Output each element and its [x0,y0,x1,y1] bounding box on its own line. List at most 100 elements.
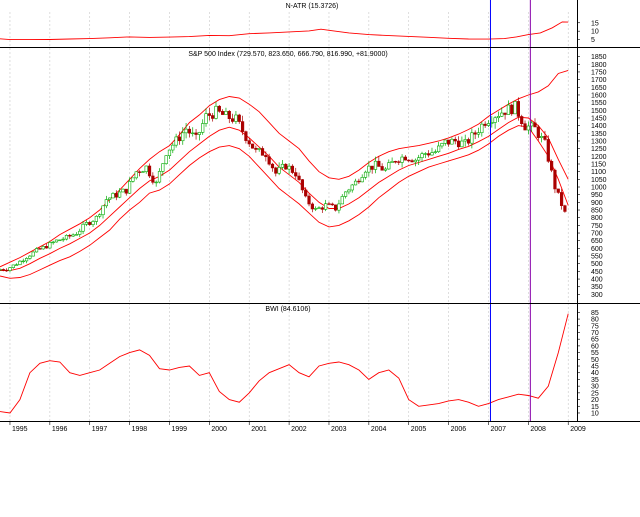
sp500-candle-body-156 [516,101,520,117]
sp500-candle-body-55 [181,132,185,142]
sp500-candle-body-115 [380,166,384,171]
sp500-candle-body-90 [297,175,301,180]
bwi-title: BWI (84.6106) [265,306,310,313]
sp500-candle-body-151 [500,112,504,117]
sp500-ytick-label-22: 1400 [591,123,607,130]
sp500-candle-body-164 [543,136,547,140]
sp500-candle-body-71 [234,114,238,122]
sp500-candle-body-66 [217,105,221,112]
sp500-candle-body-44 [144,165,148,173]
xtick-label-9: 2004 [371,426,387,433]
xtick-label-0: 1995 [12,426,28,433]
sp500-candle-body-59 [194,132,198,135]
sp500-candle-body-12 [38,248,42,250]
sp500-candle-body-103 [340,196,344,205]
sp500-candle-body-0 [0,269,2,271]
sp500-candle-body-97 [320,207,324,210]
sp500-candle-body-166 [550,161,554,171]
sp500-candle-body-87 [287,165,291,170]
sp500-candle-body-63 [207,113,211,116]
sp500-ytick-label-23: 1450 [591,115,607,122]
sp500-candle-body-75 [247,140,251,145]
sp500-candle-body-168 [556,188,560,193]
sp500-ytick-label-21: 1350 [591,131,607,138]
sp500-candle-body-31 [101,205,105,216]
xtick-label-11: 2006 [451,426,467,433]
sp500-candle-body-48 [157,171,162,183]
sp500-ytick-label-27: 1650 [591,85,607,92]
sp500-candle-body-72 [237,114,241,122]
sp500-candle-body-157 [520,116,524,125]
sp500-candle-body-60 [197,132,201,135]
bwi-ytick-label-8: 50 [591,357,599,364]
sp500-candle-body-33 [108,197,112,200]
sp500-candle-body-61 [201,123,205,133]
sp500-ytick-label-18: 1200 [591,154,607,161]
sp500-candle-body-117 [387,162,391,170]
sp500-candle-body-65 [214,105,218,119]
sp500-candle-body-143 [473,132,477,135]
sp500-candle-body-62 [204,113,208,124]
sp500-candle-body-29 [94,215,98,222]
sp500-candle-body-11 [34,248,39,253]
natr-ytick-label-2: 15 [591,20,599,27]
sp500-candle-body-133 [440,143,444,147]
sp500-candle-body-123 [407,159,411,162]
sp500-candle-body-161 [533,122,537,128]
sp500-candle-body-150 [496,116,501,119]
sp500-candle-body-134 [443,139,447,144]
natr-line [0,21,569,41]
sp500-candle-body-79 [260,148,265,156]
bwi-ytick-label-11: 65 [591,337,599,344]
sp500-candle-body-43 [141,171,145,173]
sp500-candle-body-100 [330,203,334,206]
sp500-upper-band [0,69,569,268]
sp500-candle-body-74 [244,131,248,141]
sp500-candle-body-110 [363,171,368,178]
sp500-ytick-label-12: 900 [591,200,603,207]
sp500-candle-body-153 [506,104,511,115]
sp500-ytick-label-4: 500 [591,261,603,268]
sp500-candle-body-113 [373,160,378,170]
sp500-candle-body-30 [98,214,102,217]
sp500-candle-body-132 [437,145,441,153]
sp500-candle-body-102 [337,203,341,211]
sp500-ytick-label-13: 950 [591,192,603,199]
sp500-ytick-label-28: 1700 [591,77,607,84]
bwi-ytick-label-7: 45 [591,364,599,371]
sp500-candle-body-144 [476,132,481,135]
sp500-candle-body-84 [277,167,281,174]
xtick-label-4: 1999 [171,426,187,433]
sp500-ytick-label-10: 800 [591,215,603,222]
sp500-candle-body-23 [74,234,79,236]
sp500-candle-body-13 [41,246,45,250]
sp500-ytick-label-30: 1800 [591,62,607,69]
xtick-label-10: 2005 [411,426,427,433]
bwi-ytick-label-14: 80 [591,317,599,324]
sp500-candle-body-163 [540,136,544,138]
sp500-ytick-label-16: 1100 [591,169,606,176]
sp500-candle-body-91 [300,179,304,191]
sp500-candle-body-107 [353,180,358,186]
xtick-label-8: 2003 [331,426,347,433]
xtick-label-3: 1998 [132,426,148,433]
sp500-candle-body-2 [5,269,9,272]
sp500-candle-body-38 [124,188,128,194]
sp500-candle-body-3 [8,267,12,271]
sp500-ytick-label-5: 550 [591,254,603,261]
bwi-ytick-label-15: 85 [591,310,599,317]
sp500-candle-body-135 [447,139,451,145]
bwi-ytick-label-6: 40 [591,370,599,377]
sp500-candle-body-36 [118,191,122,198]
xtick-label-13: 2008 [530,426,546,433]
sp500-ytick-label-31: 1850 [591,54,607,61]
sp500-candle-body-21 [68,234,72,237]
bwi-ytick-label-2: 20 [591,397,599,404]
sp500-candle-body-78 [257,148,261,150]
sp500-candle-body-10 [31,251,35,257]
sp500-ytick-label-9: 750 [591,223,603,230]
sp500-candle-body-170 [563,205,567,212]
sp500-candle-body-40 [131,177,135,182]
sp500-candle-body-34 [111,193,115,199]
sp500-candle-body-22 [71,234,75,237]
